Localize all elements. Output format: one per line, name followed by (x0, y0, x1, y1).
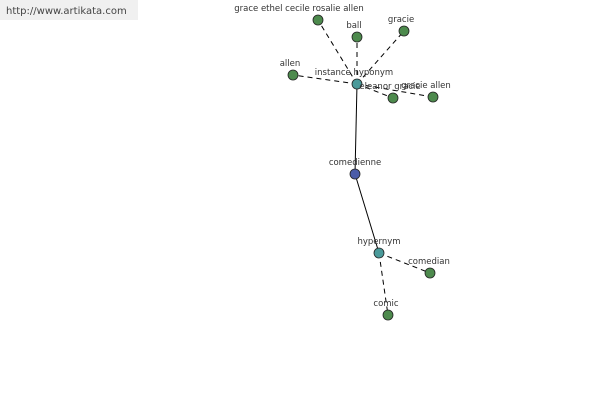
node (349, 168, 361, 180)
node-label: hypernym (357, 237, 400, 247)
node (427, 91, 439, 103)
node-label: gracie allen (401, 81, 451, 91)
node (382, 309, 394, 321)
node (398, 25, 410, 37)
node (351, 31, 363, 43)
node-label: gracie (388, 15, 414, 25)
node-label: allen (280, 59, 301, 69)
edge (356, 83, 394, 99)
edge (354, 173, 380, 254)
edge (317, 19, 358, 85)
node (373, 247, 385, 259)
node (424, 267, 436, 279)
edge (356, 30, 405, 85)
edge (378, 252, 389, 316)
nodes: comedienne instance hyponym hypernym gra… (234, 4, 451, 321)
node-label: instance hyponym (315, 68, 393, 78)
edges (292, 19, 434, 316)
node-label: grace ethel cecile rosalie allen (234, 4, 364, 14)
node-label: comedienne (329, 158, 381, 168)
node (387, 92, 399, 104)
node-label: eleanor gracie (359, 82, 420, 92)
url: http://www.artikata.com (6, 6, 127, 17)
node (287, 69, 299, 81)
edge (378, 252, 431, 274)
node (312, 14, 324, 26)
edge (354, 83, 358, 175)
node-label: comedian (408, 257, 450, 267)
edge (356, 83, 434, 98)
edge (292, 74, 358, 85)
node-label: comic (373, 299, 399, 309)
node (351, 78, 363, 90)
url-box (0, 0, 138, 20)
node-label: ball (346, 21, 361, 31)
